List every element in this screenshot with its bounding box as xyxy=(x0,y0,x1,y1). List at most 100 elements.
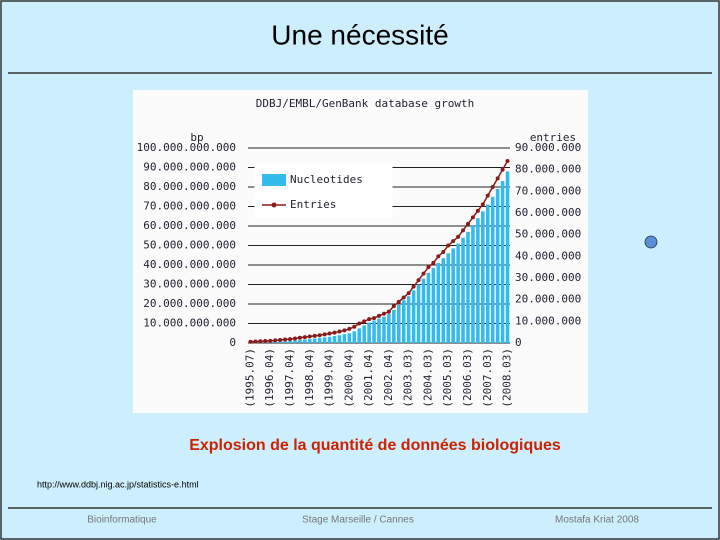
bar xyxy=(278,341,282,343)
line-marker xyxy=(288,337,293,342)
line-marker xyxy=(490,185,495,189)
bar xyxy=(347,333,352,343)
bar xyxy=(461,237,465,343)
line-marker xyxy=(317,333,322,338)
line-marker xyxy=(505,159,510,163)
bar xyxy=(288,340,292,343)
x-tick-label: (2004.03) xyxy=(421,348,434,408)
line-marker xyxy=(406,291,411,296)
bar xyxy=(298,339,302,343)
line-marker xyxy=(421,271,426,276)
y-tick-label: 70.000.000.000 xyxy=(143,200,236,213)
y2-tick-label: 70.000.000 xyxy=(515,184,581,197)
line-marker xyxy=(268,338,273,343)
x-tick-label: (1999.04) xyxy=(323,348,336,408)
bar xyxy=(283,341,287,343)
bar xyxy=(471,225,475,343)
x-tick-label: (1996.04) xyxy=(263,348,276,408)
line-marker xyxy=(441,250,446,254)
line-marker xyxy=(283,337,288,342)
chart-title: DDBJ/EMBL/GenBank database growth xyxy=(256,97,475,110)
line-marker xyxy=(372,316,377,321)
x-tick-label: (1997.04) xyxy=(283,348,296,408)
line-marker xyxy=(302,335,307,340)
line-marker xyxy=(367,317,372,322)
line-marker xyxy=(500,167,505,172)
y2-tick-label: 10.000.000 xyxy=(515,314,581,327)
line-marker xyxy=(470,215,475,220)
y2-tick-label: 40.000.000 xyxy=(515,249,581,262)
x-tick-label: (1995.07) xyxy=(243,348,256,408)
line-marker xyxy=(465,221,470,226)
bar xyxy=(312,338,317,343)
line-marker xyxy=(327,331,332,336)
legend-box xyxy=(254,164,393,219)
bar xyxy=(396,304,401,343)
y-tick-label: 50.000.000.000 xyxy=(143,239,236,252)
bar xyxy=(476,218,480,343)
line-marker xyxy=(248,339,253,344)
bar xyxy=(401,300,406,343)
line-marker xyxy=(352,324,357,329)
y-tick-label: 90.000.000.000 xyxy=(143,161,236,174)
y-tick-label: 30.000.000.000 xyxy=(143,278,236,291)
x-tick-label: (2007.03) xyxy=(481,348,494,408)
line-marker xyxy=(495,176,500,181)
line-marker xyxy=(431,260,436,265)
bar xyxy=(406,296,411,343)
source-url: http://www.ddbj.nig.ac.jp/statistics-e.h… xyxy=(37,479,199,489)
slide-title: Une nécessité xyxy=(271,19,448,50)
bar xyxy=(481,211,485,343)
bar xyxy=(342,334,347,343)
bar xyxy=(352,331,357,343)
bar xyxy=(466,231,470,343)
line-marker xyxy=(386,309,391,314)
y2-tick-label: 20.000.000 xyxy=(515,293,581,306)
bar xyxy=(372,320,376,343)
bar xyxy=(485,204,490,343)
bar xyxy=(411,290,416,343)
bar xyxy=(500,181,505,343)
line-marker xyxy=(362,319,367,324)
bar xyxy=(327,336,332,343)
line-marker xyxy=(461,228,466,233)
bar xyxy=(436,263,441,343)
line-marker xyxy=(446,243,451,248)
y2-tick-label: 90.000.000 xyxy=(515,141,581,154)
globe-icon xyxy=(644,235,658,249)
line-marker xyxy=(480,202,485,207)
x-tick-label: (1998.04) xyxy=(303,348,316,408)
line-marker xyxy=(322,332,327,337)
y-tick-label: 10.000.000.000 xyxy=(143,317,236,330)
bar xyxy=(426,272,431,343)
legend-swatch-marker xyxy=(271,202,277,208)
bar xyxy=(505,171,510,343)
bar xyxy=(387,313,391,343)
line-marker xyxy=(312,333,317,338)
caption: Explosion de la quantité de données biol… xyxy=(189,437,561,454)
line-marker xyxy=(342,328,347,333)
bar xyxy=(337,335,342,343)
y-axis-label: bp xyxy=(190,131,203,144)
y2-tick-label: 30.000.000 xyxy=(515,271,581,284)
bar xyxy=(303,339,307,343)
y-tick-label: 20.000.000.000 xyxy=(143,297,236,310)
legend-label: Nucleotides xyxy=(290,173,363,186)
x-tick-label: (2002.04) xyxy=(382,348,395,408)
line-marker xyxy=(416,278,421,283)
line-marker xyxy=(426,265,431,270)
line-marker xyxy=(381,311,386,316)
line-marker xyxy=(401,295,406,300)
bar xyxy=(451,248,455,343)
bar xyxy=(456,243,460,343)
line-marker xyxy=(377,313,381,318)
bar xyxy=(308,339,312,343)
y-tick-label: 100.000.000.000 xyxy=(137,141,236,154)
x-tick-label: (2006.03) xyxy=(461,348,474,408)
bar xyxy=(490,196,495,343)
line-marker xyxy=(337,329,342,334)
line-marker xyxy=(253,339,258,344)
bar xyxy=(357,328,362,343)
